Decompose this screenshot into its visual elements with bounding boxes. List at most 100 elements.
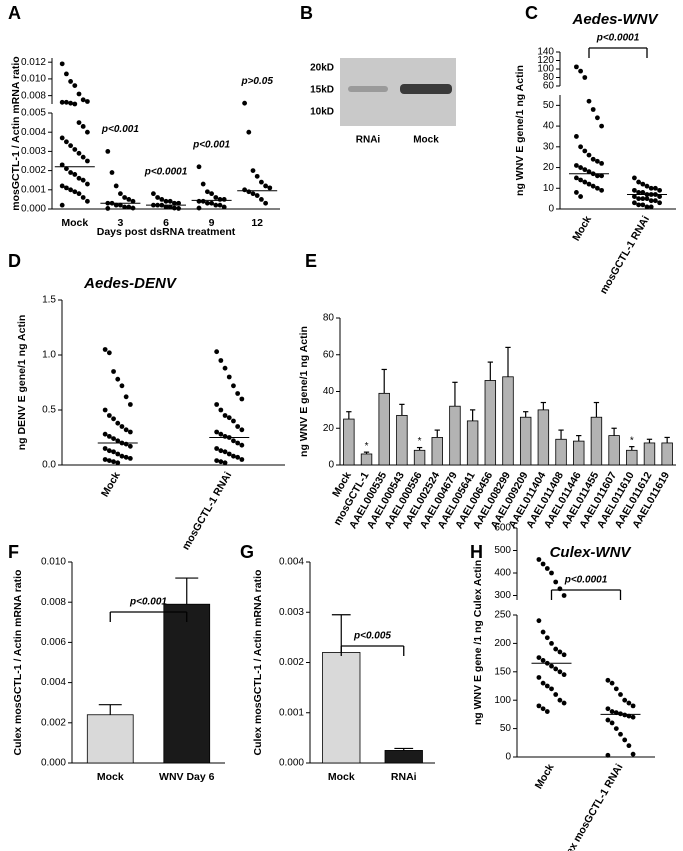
lane-label: RNAi [356, 135, 381, 146]
dot [127, 402, 133, 407]
dot [250, 168, 256, 174]
y-tick-label: 120 [537, 55, 554, 66]
dot [632, 194, 637, 199]
dot [196, 205, 202, 211]
panel-letter: H [470, 542, 483, 562]
dot [578, 68, 583, 74]
bar [484, 380, 497, 466]
dot [622, 697, 628, 703]
p-value: p<0.0001 [596, 33, 640, 44]
dot [618, 692, 623, 697]
y-tick-label: 0.004 [41, 677, 66, 688]
dot [239, 442, 245, 448]
dot [176, 200, 182, 206]
dot [106, 434, 112, 439]
dot [102, 457, 108, 462]
dot [85, 99, 90, 104]
dot [630, 751, 636, 757]
y-tick-label: 0.008 [41, 597, 66, 608]
dot [553, 579, 559, 585]
dot [235, 424, 241, 429]
dot [115, 376, 121, 382]
dot [267, 185, 273, 191]
dot [640, 181, 646, 187]
dot [540, 658, 546, 663]
dot [622, 712, 628, 718]
dot [68, 79, 73, 84]
dot [657, 194, 662, 199]
y-tick-label: 60 [543, 81, 555, 92]
dot [113, 183, 119, 189]
bar [343, 418, 355, 466]
dot [64, 185, 69, 191]
dot [102, 446, 108, 451]
x-tick-label: WNV Day 6 [159, 771, 215, 783]
y-tick-label: 0.012 [21, 57, 46, 68]
panel-title: Aedes-WNV [571, 11, 659, 28]
dot [561, 700, 567, 706]
bar [573, 440, 585, 466]
dot [122, 195, 127, 200]
dot [111, 459, 116, 465]
dot [167, 204, 173, 210]
y-tick-label: 50 [500, 723, 512, 734]
dot [544, 709, 550, 714]
dot [218, 459, 224, 465]
dot [605, 706, 611, 712]
dot [59, 99, 65, 105]
dot [68, 187, 73, 193]
dot [214, 429, 220, 435]
dot [239, 457, 245, 462]
dot [221, 197, 227, 202]
dot [549, 663, 554, 669]
significance: * [365, 441, 369, 452]
y-tick-label: 100 [537, 64, 554, 75]
x-tick-label: RNAi [391, 771, 417, 783]
dot [226, 451, 232, 457]
dot [196, 198, 202, 204]
x-tick-label: 6 [163, 217, 169, 229]
bar [661, 442, 673, 466]
dot [536, 703, 542, 709]
dot [544, 683, 550, 689]
dot [540, 561, 546, 567]
p-value: p<0.0001 [144, 166, 188, 177]
dot [123, 441, 129, 447]
dot [118, 202, 123, 208]
dot [653, 198, 658, 204]
dot [115, 438, 121, 444]
dot [222, 449, 228, 455]
y-tick-label: 1.0 [42, 350, 56, 361]
dot [163, 204, 169, 210]
p-value: p<0.005 [353, 631, 391, 642]
dot [106, 448, 112, 454]
y-tick-label: 0 [328, 460, 334, 471]
dot [582, 179, 588, 185]
dot [76, 120, 82, 125]
dot [640, 196, 646, 202]
dot [102, 347, 108, 352]
dot [636, 179, 641, 185]
dot [126, 197, 132, 202]
dot [102, 431, 108, 437]
blot-band [400, 84, 452, 94]
dot [235, 391, 241, 396]
dot [76, 150, 82, 156]
panel-letter: G [240, 542, 254, 562]
dot [105, 149, 111, 154]
dot [590, 107, 596, 112]
dot [618, 711, 623, 717]
dot [218, 448, 224, 454]
dot [111, 369, 116, 374]
dot [231, 383, 236, 389]
marker-label: 15kD [310, 85, 334, 96]
dot [111, 416, 116, 422]
dot [605, 717, 611, 723]
dot [574, 64, 579, 70]
dot [119, 383, 125, 389]
dot [574, 175, 579, 181]
y-tick-label: 0.010 [21, 74, 46, 85]
y-tick-label: 0 [505, 752, 511, 763]
dot [155, 195, 161, 200]
y-tick-label: 0.005 [21, 108, 46, 119]
